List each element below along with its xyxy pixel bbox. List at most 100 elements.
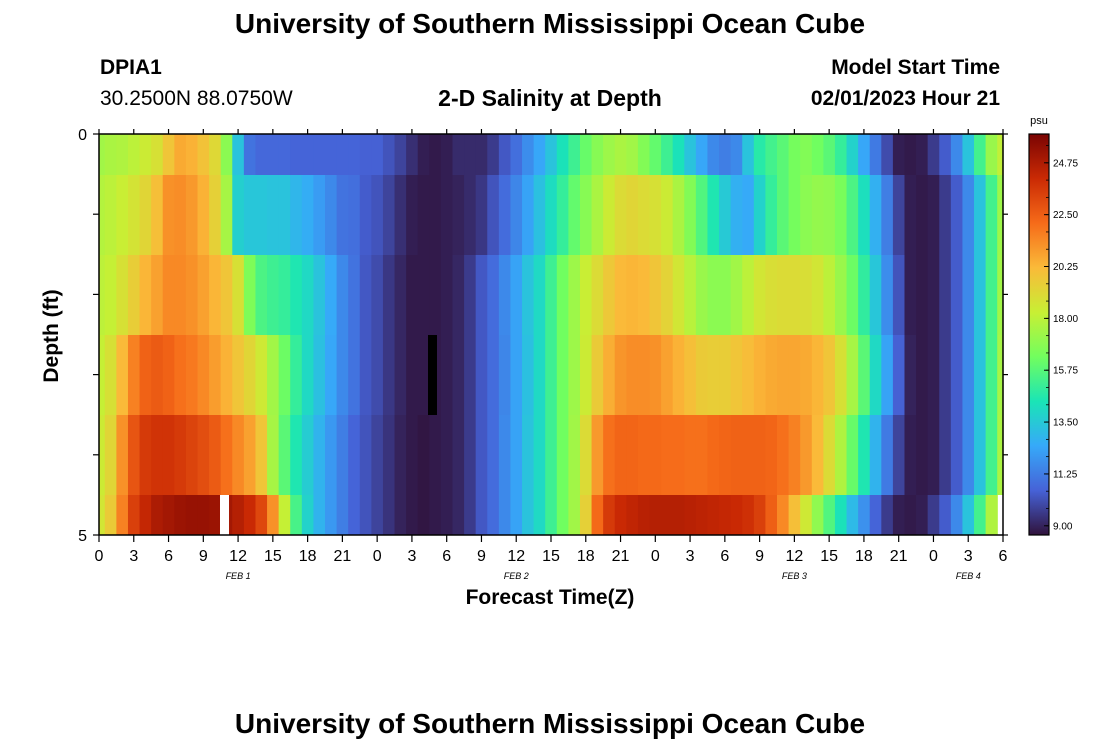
heatmap-cell [858,415,871,495]
heatmap-cell [243,495,257,535]
heatmap-cell [672,495,685,535]
heatmap-cell [672,415,685,495]
heatmap-cell [730,415,743,495]
heatmap-cell [614,134,627,175]
heatmap-cell [579,495,593,535]
heatmap-cell [116,134,129,175]
x-tick-label: 0 [651,548,660,565]
heatmap-cell [267,175,280,255]
heatmap-cell [649,175,662,255]
heatmap-cell [162,415,175,495]
heatmap-cell [927,134,940,175]
heatmap-cell [916,415,929,495]
heatmap-cell [614,415,627,495]
heatmap-cell [568,134,581,175]
heatmap-cell [834,495,848,535]
y-tick-label: 5 [78,528,87,545]
heatmap-cell [695,335,709,415]
heatmap-cell [510,415,523,495]
heatmap-cell [174,255,187,335]
heatmap-cell [974,495,987,535]
heatmap-cell [614,495,627,535]
heatmap-cell [950,335,964,415]
heatmap-cell [336,255,349,335]
heatmap-cell [255,255,268,335]
heatmap-cell [394,335,407,415]
heatmap-cell [707,134,720,175]
x-tick-label: 3 [686,548,695,565]
heatmap-cell [278,175,291,255]
heatmap-cell [220,134,233,175]
heatmap-cell [510,495,523,535]
heatmap-cell [116,175,129,255]
heatmap-cell [197,134,210,175]
heatmap-cell [626,255,639,335]
heatmap-cell [811,415,824,495]
heatmap-cell [475,255,488,335]
heatmap-cell [800,415,813,495]
heatmap-cell [939,415,952,495]
heatmap-cell [834,335,848,415]
heatmap-cell [232,415,245,495]
heatmap-cell [522,134,535,175]
heatmap-cell [637,415,651,495]
heatmap-cell [429,415,442,495]
heatmap-cell [811,255,824,335]
heatmap-cell [591,335,604,415]
heatmap-cell [301,335,315,415]
heatmap-cell [313,134,326,175]
heatmap-cell [174,415,187,495]
heatmap-cell [730,175,743,255]
heatmap-cell [962,495,975,535]
heatmap-cell [429,495,442,535]
heatmap-cell [707,415,720,495]
heatmap-cell [707,175,720,255]
x-tick-label: 9 [477,548,486,565]
heatmap-cell [104,175,117,255]
heatmap-cell [904,134,917,175]
heatmap-cell [742,175,755,255]
heatmap-cell [162,495,175,535]
heatmap-cell [892,335,906,415]
heatmap-cell [498,495,512,535]
heatmap-cell [765,495,778,535]
heatmap-cell [637,134,651,175]
heatmap-cell [232,175,245,255]
heatmap-cell [99,415,106,495]
heatmap-cell [719,134,732,175]
heatmap-cell [429,175,442,255]
heatmap-cell [974,335,987,415]
heatmap-cell [939,335,952,415]
heatmap-cell [382,495,396,535]
heatmap-cell [394,255,407,335]
heatmap-cell [440,255,454,335]
heatmap-cell [151,495,164,535]
x-tick-label: 6 [442,548,451,565]
heatmap-cell [348,255,361,335]
heatmap-cell [209,415,222,495]
heatmap-cell [545,134,558,175]
heatmap-cell [974,134,987,175]
heatmap-cell [695,495,709,535]
heatmap-cell [99,255,106,335]
heatmap-cell [290,335,303,415]
heatmap-cell [765,255,778,335]
heatmap-cell [267,335,280,415]
heatmap-cell [800,255,813,335]
heatmap-cell [127,495,141,535]
heatmap-cell [846,255,859,335]
heatmap-cell [197,495,210,535]
heatmap-cell [278,335,291,415]
heatmap-cell [927,335,940,415]
heatmap-cell [719,255,732,335]
heatmap-cell [104,495,117,535]
y-axis: 05 [78,127,1008,545]
heatmap-cell [591,415,604,495]
heatmap-cell [579,335,593,415]
heatmap-cell [278,255,291,335]
heatmap-cell [777,415,790,495]
heatmap-cell [533,415,546,495]
heatmap-cell [858,495,871,535]
heatmap-cell [916,175,929,255]
heatmap-cell [487,175,500,255]
